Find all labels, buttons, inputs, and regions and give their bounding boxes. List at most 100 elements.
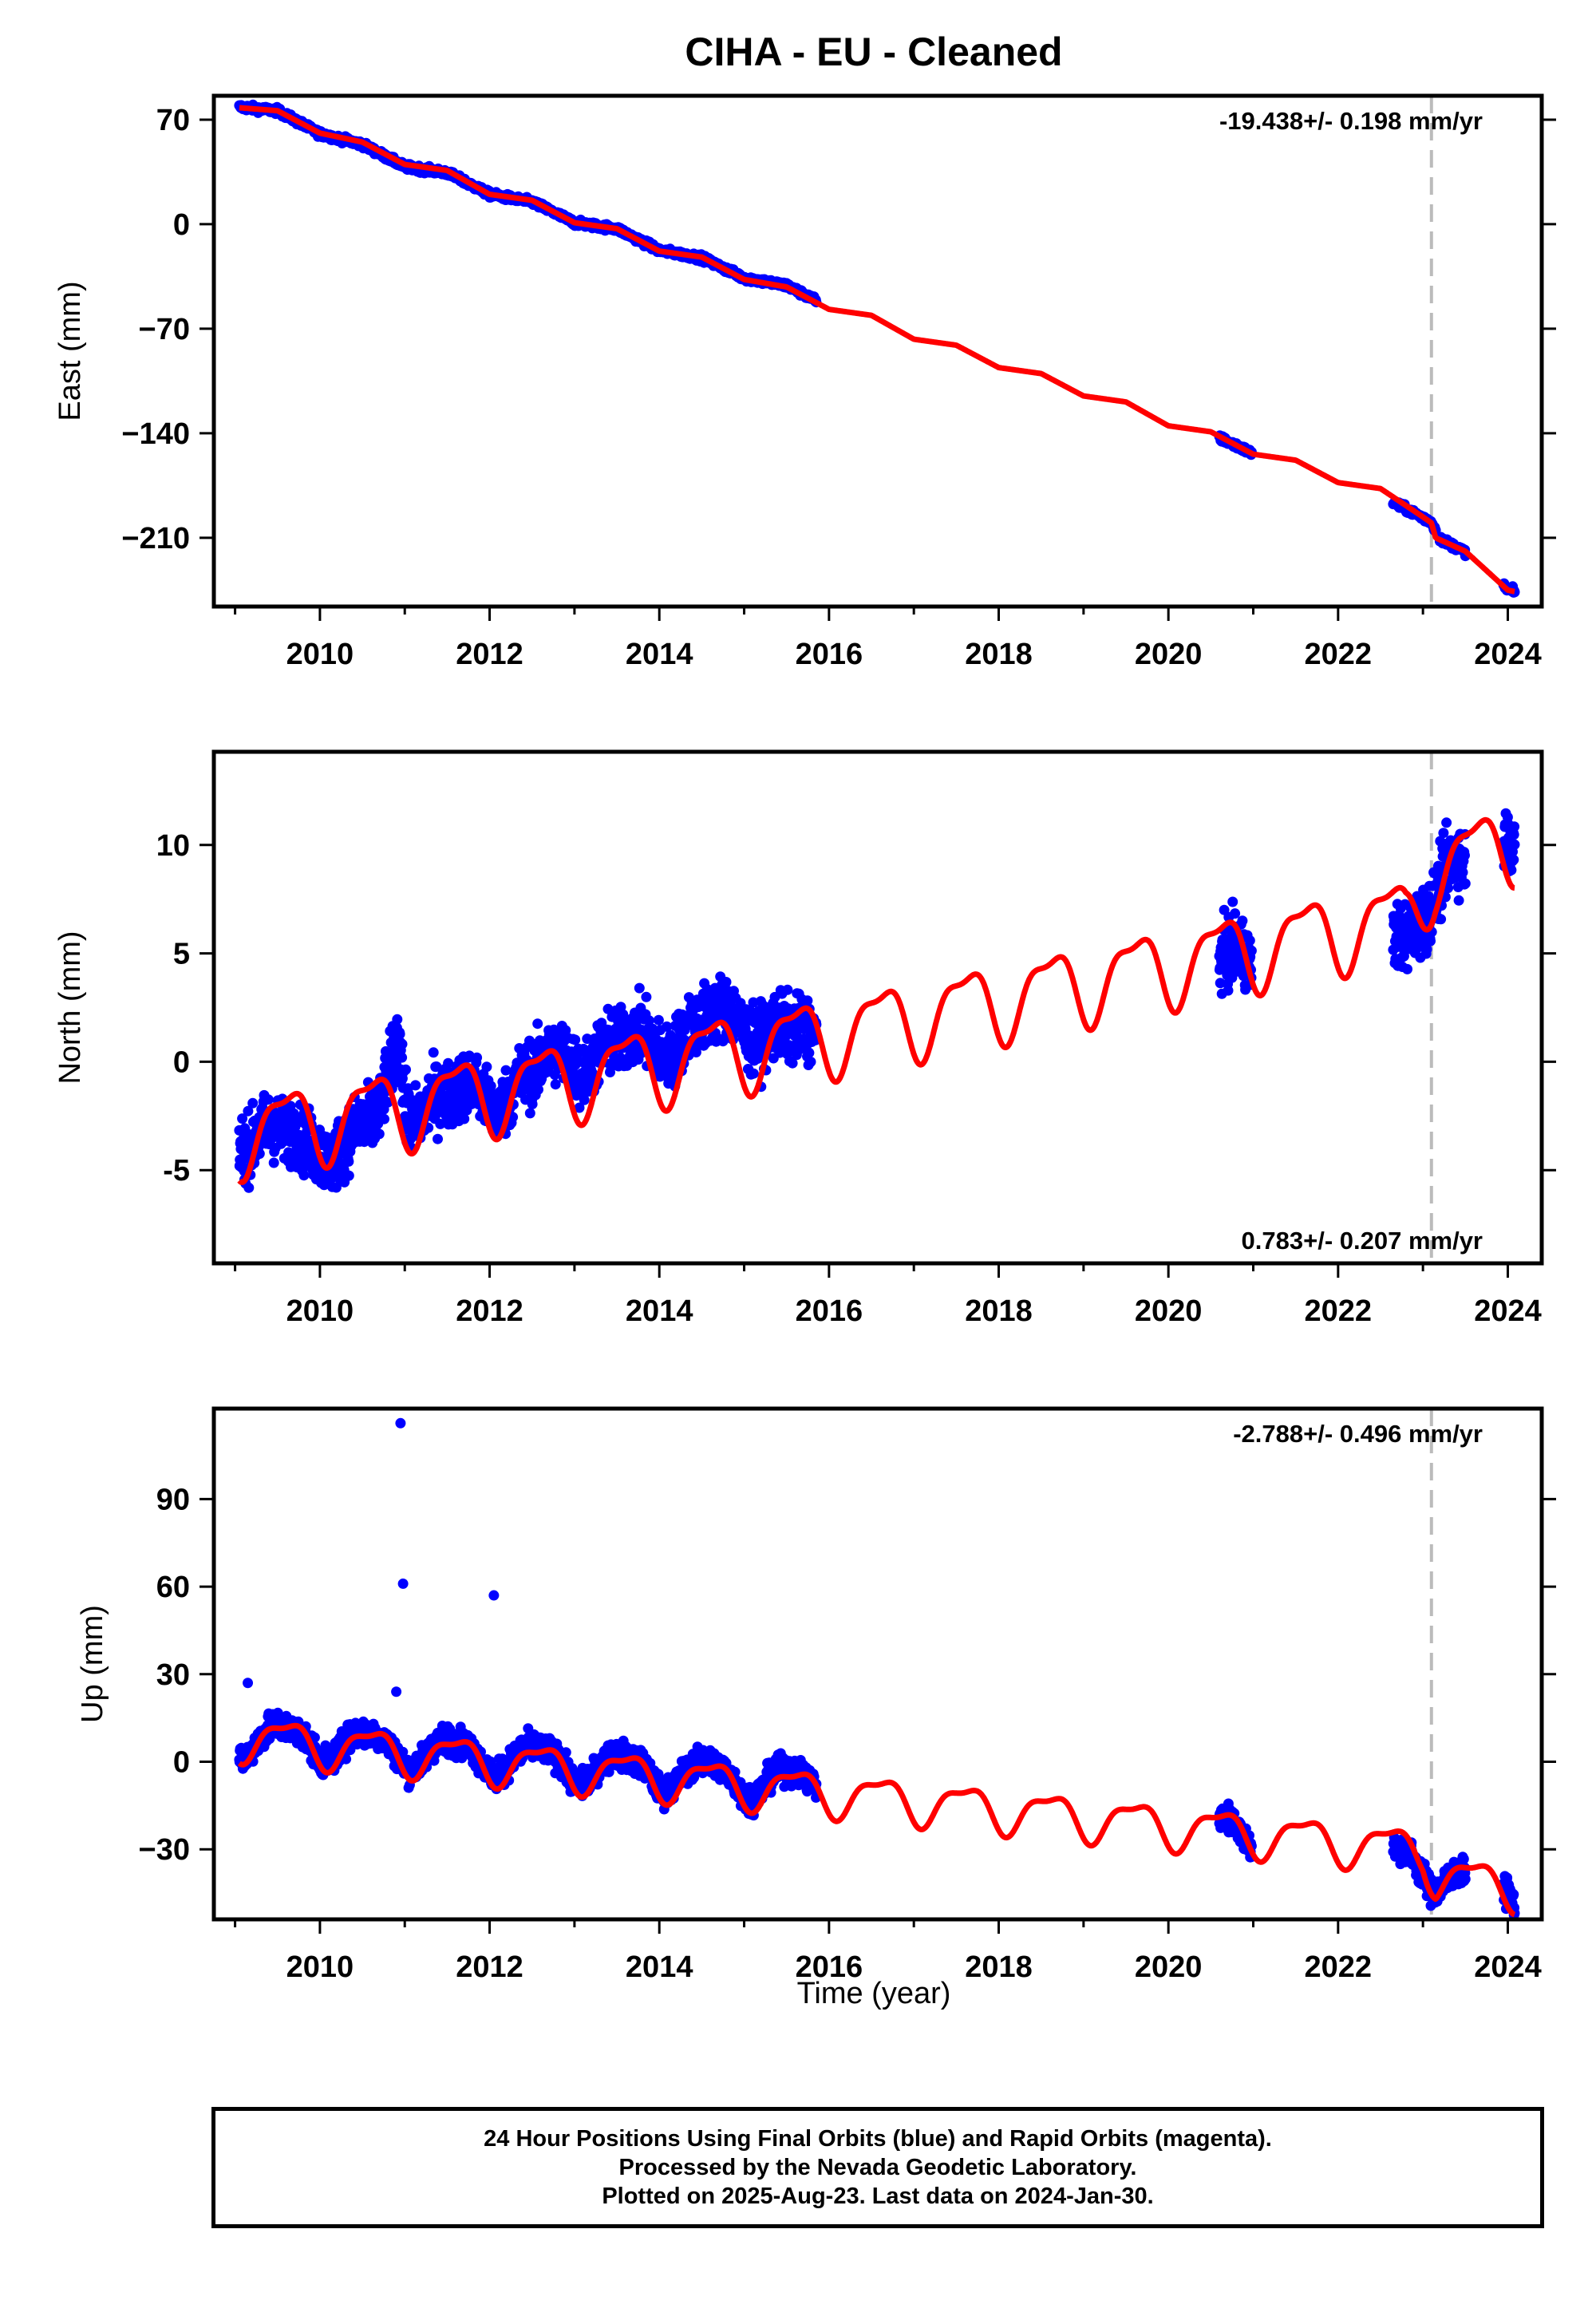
data-point (1237, 915, 1248, 927)
data-point (379, 1113, 389, 1124)
y-tick-label: 0 (173, 1045, 190, 1079)
y-axis-label: North (mm) (53, 931, 87, 1084)
x-tick-label: 2012 (456, 638, 523, 671)
data-point (397, 1746, 409, 1757)
data-point (1441, 817, 1452, 828)
data-point (1246, 945, 1257, 956)
data-point (373, 1128, 385, 1140)
data-point (1438, 828, 1449, 839)
data-point (382, 1097, 393, 1108)
data-point (804, 1047, 815, 1058)
data-point (268, 1157, 279, 1168)
data-point (1509, 821, 1520, 832)
data-point (397, 1052, 408, 1063)
data-point (392, 1014, 403, 1025)
north-panel: 2010 2012 2014 2016 2018 2020 2022 20241050-5No… (53, 749, 1556, 1328)
data-point (341, 1753, 352, 1765)
y-tick-label: 10 (156, 829, 190, 863)
observation-points (234, 99, 1520, 598)
data-point (243, 1182, 255, 1193)
data-point (1230, 908, 1241, 919)
y-tick-label: −210 (121, 522, 190, 555)
data-point (1244, 935, 1255, 946)
x-tick-label: 2010 (286, 638, 354, 671)
data-point (662, 1021, 673, 1032)
data-point (433, 1133, 443, 1144)
y-tick-label: −70 (139, 313, 190, 346)
plot-frame (211, 93, 1544, 609)
data-point (431, 1061, 442, 1072)
data-point (717, 1036, 729, 1047)
data-point (570, 1034, 581, 1045)
data-point (1402, 963, 1412, 974)
east-panel: 2010 2012 2014 2016 2018 2020 2022 2024700−70−1… (53, 93, 1556, 671)
data-point (298, 1170, 310, 1181)
x-tick-label: 2022 (1305, 638, 1373, 671)
data-point (472, 1052, 483, 1063)
data-point (805, 1057, 816, 1067)
x-tick-label: 2020 (1135, 1294, 1203, 1328)
data-point (690, 1047, 701, 1057)
data-point (1227, 896, 1238, 907)
x-tick-label: 2016 (796, 1294, 863, 1328)
x-tick-label: 2014 (626, 638, 693, 671)
data-point (782, 984, 793, 995)
data-point (1508, 829, 1519, 840)
x-tick-label: 2010 (286, 1294, 354, 1328)
data-point (550, 1079, 561, 1090)
plot-frame (211, 749, 1544, 1266)
data-point (1425, 935, 1436, 947)
data-point (485, 1081, 496, 1092)
velocity-annotation: 0.783+/- 0.207 mm/yr (1242, 1227, 1483, 1255)
data-point (560, 1025, 571, 1036)
data-point (343, 1156, 354, 1167)
data-point (237, 1113, 248, 1124)
data-point (1460, 878, 1471, 889)
x-tick-label: 2020 (1135, 638, 1203, 671)
up-panel: 2010 2012 2014 2016 2018 2020 2022 20249060300−… (76, 1406, 1556, 1984)
data-point (500, 1065, 512, 1076)
data-point (634, 982, 645, 994)
data-point (1424, 891, 1434, 902)
y-axis-label: East (mm) (53, 281, 87, 421)
data-point (574, 1102, 585, 1113)
data-point (653, 1014, 664, 1026)
data-point (1436, 914, 1447, 925)
y-tick-label: −140 (121, 417, 190, 451)
data-point (263, 1094, 274, 1105)
x-tick-label: 2016 (796, 638, 863, 671)
data-point (1460, 850, 1470, 861)
y-tick-label: 0 (173, 208, 190, 242)
observation-points (234, 1417, 1520, 1919)
data-point (787, 1057, 798, 1069)
x-tick-label: 2014 (626, 1294, 693, 1328)
data-point (1421, 944, 1432, 954)
y-tick-label: 70 (156, 104, 190, 137)
x-tick-label: 2022 (1305, 1294, 1373, 1328)
data-point (527, 1099, 538, 1109)
data-point (644, 1015, 654, 1026)
data-point (459, 1113, 470, 1124)
chart-title: CIHA - EU - Cleaned (685, 30, 1062, 74)
data-point (397, 1038, 408, 1049)
data-point (579, 1094, 590, 1105)
y-tick-label: 5 (173, 938, 190, 971)
data-point (401, 1064, 411, 1075)
data-point (394, 1029, 405, 1040)
data-point (1508, 854, 1519, 865)
data-point (560, 1747, 571, 1758)
model-fit-line (237, 816, 1517, 1185)
x-tick-label: 2018 (965, 1294, 1033, 1328)
x-tick-label: 2012 (456, 1294, 523, 1328)
data-point (428, 1047, 439, 1058)
data-point (524, 1108, 535, 1119)
data-point (641, 991, 652, 1002)
data-point (748, 1068, 759, 1079)
data-point (343, 1170, 354, 1181)
data-point (802, 995, 813, 1006)
velocity-annotation: -19.438+/- 0.198 mm/yr (1219, 107, 1483, 135)
data-point (533, 1084, 543, 1095)
data-point (1453, 895, 1464, 906)
data-point (359, 1136, 369, 1148)
